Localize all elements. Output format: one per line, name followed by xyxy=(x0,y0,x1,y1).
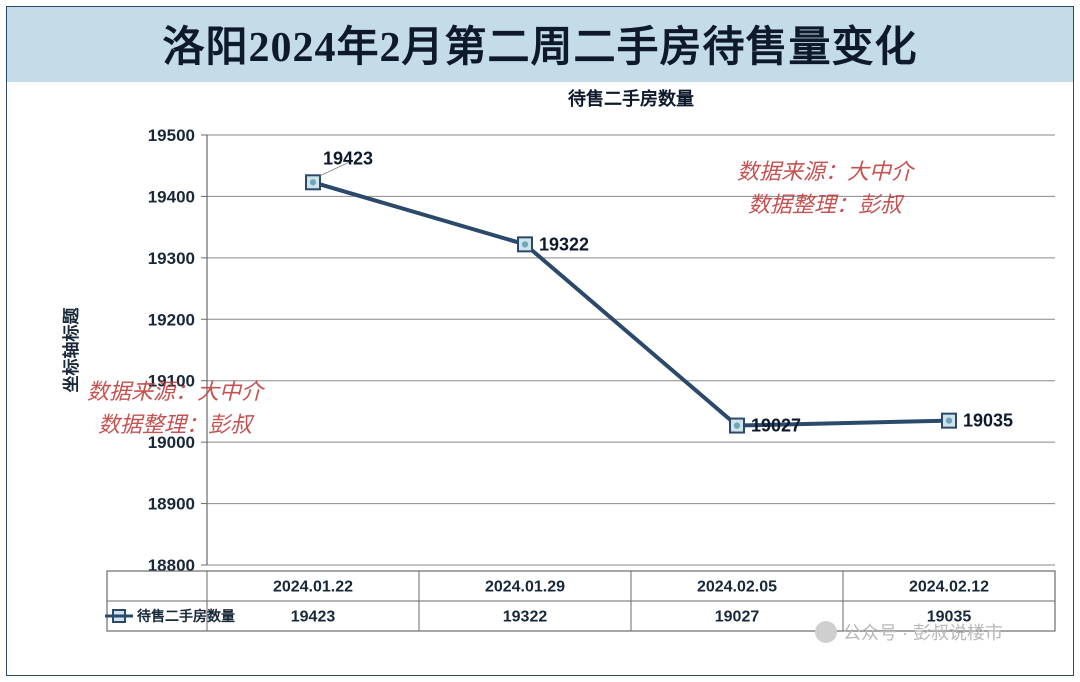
series-line xyxy=(313,182,949,425)
footer-watermark-text: 公众号 · 彭叔说楼市 xyxy=(843,619,1003,645)
table-cell: 19423 xyxy=(291,608,336,625)
y-tick-label: 19100 xyxy=(148,372,195,391)
data-marker-inner xyxy=(310,179,316,185)
table-col-header: 2024.01.22 xyxy=(273,578,353,595)
y-tick-label: 19000 xyxy=(148,433,195,452)
data-marker-inner xyxy=(734,422,740,428)
y-tick-label: 18800 xyxy=(148,556,195,575)
line-chart: 待售二手房数量 18800 18900 19000 19100 19200 19300 194… xyxy=(7,75,1075,677)
page-title: 洛阳2024年2月第二周二手房待售量变化 xyxy=(162,25,917,71)
y-tick-label: 19300 xyxy=(148,249,195,268)
table-col-header: 2024.02.05 xyxy=(697,578,777,595)
value-label: 19423 xyxy=(323,148,373,168)
wechat-icon xyxy=(815,621,837,643)
table-col-header: 2024.01.29 xyxy=(485,578,565,595)
table-cell: 19322 xyxy=(503,608,548,625)
table-cell: 19027 xyxy=(715,608,760,625)
y-tick-label: 18900 xyxy=(148,495,195,514)
value-label: 19027 xyxy=(751,416,801,436)
y-axis-title: 坐标轴标题 xyxy=(61,307,81,393)
footer-watermark: 公众号 · 彭叔说楼市 xyxy=(815,619,1003,645)
chart-frame: 洛阳2024年2月第二周二手房待售量变化 待售二手房数量 18800 18900 19… xyxy=(6,6,1074,676)
value-label: 19322 xyxy=(539,234,589,254)
data-marker-inner xyxy=(946,417,952,423)
y-tick-label: 19500 xyxy=(148,126,195,145)
title-bar: 洛阳2024年2月第二周二手房待售量变化 xyxy=(7,7,1073,82)
table-col-header: 2024.02.12 xyxy=(909,578,989,595)
y-tick-label: 19400 xyxy=(148,187,195,206)
chart-area: 待售二手房数量 18800 18900 19000 19100 19200 19300 194… xyxy=(7,75,1073,675)
table-row-label: 待售二手房数量 xyxy=(137,608,235,624)
chart-subtitle: 待售二手房数量 xyxy=(568,88,694,109)
value-label: 19035 xyxy=(963,411,1013,431)
data-marker-inner xyxy=(522,241,528,247)
y-tick-label: 19200 xyxy=(148,310,195,329)
